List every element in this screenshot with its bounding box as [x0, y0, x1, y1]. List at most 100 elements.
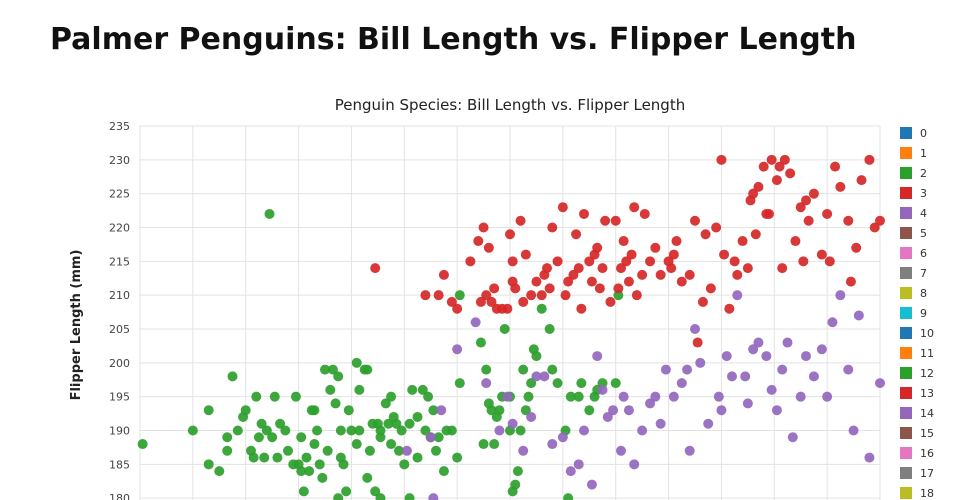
- y-tick-label: 215: [109, 255, 130, 268]
- scatter-point: [579, 208, 589, 219]
- legend-item[interactable]: 3: [900, 187, 927, 200]
- scatter-point: [489, 439, 500, 450]
- scatter-point: [354, 425, 365, 436]
- scatter-point: [771, 405, 782, 416]
- scatter-point: [795, 391, 806, 402]
- scatter-point: [787, 432, 798, 443]
- scatter-point: [597, 384, 608, 395]
- scatter-point: [801, 195, 811, 206]
- scatter-point: [602, 411, 613, 422]
- scatter-point: [655, 269, 666, 280]
- legend-item[interactable]: 6: [900, 247, 927, 260]
- scatter-point: [608, 405, 619, 416]
- scatter-point: [267, 432, 278, 443]
- scatter-point: [259, 452, 270, 463]
- scatter-point: [600, 215, 611, 226]
- legend-item[interactable]: 16: [900, 447, 934, 460]
- legend-item[interactable]: 12: [900, 367, 934, 380]
- legend-label: 14: [920, 407, 934, 420]
- scatter-point: [835, 181, 846, 192]
- scatter-point: [536, 290, 547, 301]
- scatter-point: [454, 378, 465, 389]
- scatter-point: [563, 276, 574, 287]
- scatter-point: [676, 276, 687, 287]
- scatter-point: [573, 391, 584, 402]
- scatter-point: [822, 391, 833, 402]
- scatter-point: [851, 242, 862, 253]
- scatter-point: [584, 405, 595, 416]
- scatter-point: [510, 479, 521, 490]
- scatter-point: [645, 256, 656, 267]
- legend-item[interactable]: 1: [900, 147, 927, 160]
- y-tick-label: 210: [109, 289, 130, 302]
- scatter-point: [338, 459, 349, 470]
- scatter-point: [856, 175, 867, 186]
- legend-item[interactable]: 4: [900, 207, 927, 220]
- scatter-point: [542, 263, 552, 274]
- scatter-point: [737, 236, 748, 247]
- scatter-point: [486, 405, 497, 416]
- legend-item[interactable]: 8: [900, 287, 927, 300]
- legend-item[interactable]: 10: [900, 327, 934, 340]
- scatter-point: [452, 303, 463, 314]
- scatter-point: [251, 391, 262, 402]
- scatter-point: [536, 303, 547, 314]
- legend-label: 12: [920, 367, 934, 380]
- scatter-point: [705, 283, 716, 294]
- scatter-point: [729, 256, 740, 267]
- legend-item[interactable]: 7: [900, 267, 927, 280]
- scatter-point: [576, 378, 587, 389]
- legend-item[interactable]: 0: [900, 127, 927, 140]
- legend-swatch: [900, 407, 912, 419]
- legend-item[interactable]: 9: [900, 307, 927, 320]
- scatter-point: [761, 351, 772, 362]
- scatter-point: [748, 188, 759, 199]
- scatter-point: [716, 405, 727, 416]
- legend-item[interactable]: 11: [900, 347, 934, 360]
- scatter-point: [515, 425, 526, 436]
- scatter-point: [203, 405, 214, 416]
- scatter-point: [404, 418, 415, 429]
- legend-swatch: [900, 187, 912, 199]
- legend-swatch: [900, 127, 912, 139]
- legend-item[interactable]: 14: [900, 407, 934, 420]
- scatter-point: [639, 208, 650, 219]
- scatter-point: [333, 493, 344, 500]
- scatter-point: [322, 445, 333, 456]
- legend-item[interactable]: 18: [900, 487, 934, 500]
- legend-item[interactable]: 13: [900, 387, 934, 400]
- scatter-point: [304, 466, 315, 477]
- scatter-point: [790, 236, 801, 247]
- scatter-point: [618, 236, 629, 247]
- legend-item[interactable]: 15: [900, 427, 934, 440]
- scatter-point: [711, 222, 722, 233]
- scatter-point: [494, 405, 505, 416]
- scatter-point: [623, 276, 634, 287]
- scatter-point: [618, 391, 629, 402]
- y-tick-label: 225: [109, 188, 130, 201]
- scatter-point: [571, 229, 582, 240]
- scatter-point: [594, 283, 605, 294]
- legend-item[interactable]: 2: [900, 167, 927, 180]
- scatter-point: [518, 364, 529, 375]
- scatter-point: [502, 303, 513, 314]
- scatter-point: [256, 418, 267, 429]
- scatter-point: [650, 391, 661, 402]
- scatter-point: [727, 371, 737, 382]
- y-tick-label: 230: [109, 154, 130, 167]
- scatter-point: [465, 256, 476, 267]
- scatter-point: [565, 466, 576, 477]
- scatter-point: [557, 202, 568, 213]
- scatter-point: [526, 378, 537, 389]
- scatter-point: [470, 317, 481, 328]
- scatter-point: [420, 425, 431, 436]
- scatter-point: [420, 290, 431, 301]
- legend-label: 0: [920, 127, 927, 140]
- scatter-point: [547, 439, 558, 450]
- scatter-point: [610, 215, 621, 226]
- legend-item[interactable]: 5: [900, 227, 927, 240]
- legend-label: 1: [920, 147, 927, 160]
- legend-swatch: [900, 487, 912, 499]
- legend-item[interactable]: 17: [900, 467, 934, 480]
